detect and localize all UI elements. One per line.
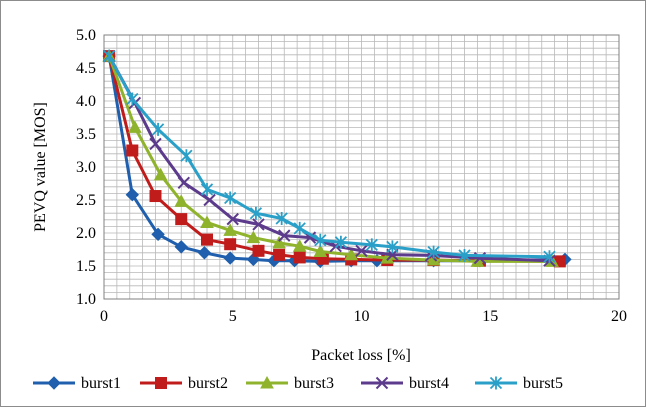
series-burst4 bbox=[102, 49, 556, 267]
data-point-burst4 bbox=[203, 193, 216, 207]
legend-item-burst2: burst2 bbox=[140, 375, 228, 392]
data-point-burst5 bbox=[126, 92, 139, 106]
data-point-burst2 bbox=[273, 248, 286, 261]
x-tick-label: 20 bbox=[611, 308, 627, 325]
legend-marker-burst5 bbox=[489, 376, 503, 390]
data-point-burst2 bbox=[252, 244, 265, 257]
legend-label: burst3 bbox=[294, 375, 334, 392]
data-point-burst1 bbox=[125, 188, 140, 202]
data-point-burst1 bbox=[151, 227, 165, 242]
data-point-burst5 bbox=[249, 206, 263, 220]
data-point-burst3 bbox=[128, 120, 142, 133]
x-tick-label: 5 bbox=[229, 308, 237, 325]
y-tick-label: 2.5 bbox=[76, 192, 96, 209]
legend-label: burst5 bbox=[523, 375, 563, 392]
legend-item-burst5: burst5 bbox=[475, 375, 563, 392]
data-point-burst4 bbox=[252, 218, 265, 231]
data-point-burst5 bbox=[224, 191, 237, 205]
y-tick-label: 4.5 bbox=[76, 60, 96, 77]
data-point-burst5 bbox=[427, 245, 440, 259]
series-group bbox=[102, 49, 572, 269]
legend-label: burst1 bbox=[81, 375, 121, 392]
data-point-burst5 bbox=[334, 235, 348, 249]
legend-item-burst3: burst3 bbox=[246, 375, 334, 392]
data-point-burst3 bbox=[272, 235, 286, 249]
plot-area-border bbox=[103, 34, 620, 300]
data-point-burst3 bbox=[200, 215, 214, 228]
data-point-burst3 bbox=[153, 167, 168, 181]
y-tick-label: 5.0 bbox=[76, 27, 96, 44]
data-point-burst5 bbox=[365, 238, 378, 252]
series-line-burst5 bbox=[107, 55, 550, 259]
data-point-burst5 bbox=[200, 182, 214, 196]
data-point-burst5 bbox=[458, 248, 471, 262]
x-tick-label: 10 bbox=[354, 308, 370, 325]
data-point-burst5 bbox=[386, 240, 399, 254]
data-point-burst1 bbox=[197, 246, 212, 260]
data-point-burst2 bbox=[175, 213, 188, 226]
y-tick-label: 4.0 bbox=[76, 93, 96, 110]
data-point-burst3 bbox=[174, 194, 189, 207]
series-burst5 bbox=[103, 49, 556, 264]
data-point-burst2 bbox=[293, 251, 306, 264]
data-point-burst3 bbox=[292, 239, 307, 252]
x-tick-label: 0 bbox=[100, 308, 108, 325]
data-point-burst5 bbox=[103, 49, 116, 63]
y-tick-label: 1.0 bbox=[76, 291, 96, 308]
x-tick-label: 15 bbox=[482, 308, 498, 325]
y-tick-label: 3.0 bbox=[76, 159, 96, 176]
grid bbox=[103, 34, 620, 300]
y-tick-label: 3.5 bbox=[76, 126, 96, 143]
legend-item-burst1: burst1 bbox=[33, 375, 121, 392]
y-axis-label: PEVQ value [MOS] bbox=[32, 102, 49, 232]
data-point-burst1 bbox=[223, 251, 237, 265]
data-point-burst5 bbox=[275, 211, 288, 225]
data-point-burst4 bbox=[226, 212, 239, 226]
legend-item-burst4: burst4 bbox=[361, 375, 449, 392]
data-point-burst4 bbox=[177, 176, 191, 190]
data-point-burst5 bbox=[314, 233, 327, 247]
data-point-burst3 bbox=[344, 247, 359, 261]
data-point-burst5 bbox=[180, 149, 193, 163]
data-point-burst1 bbox=[174, 240, 188, 254]
data-point-burst2 bbox=[201, 233, 213, 246]
data-point-burst5 bbox=[151, 122, 165, 136]
legend-label: burst2 bbox=[188, 375, 228, 392]
data-point-burst4 bbox=[278, 229, 291, 242]
data-point-burst2 bbox=[224, 238, 237, 251]
data-point-burst5 bbox=[293, 221, 306, 235]
legend-marker-burst1 bbox=[47, 376, 61, 390]
legend-marker-burst4 bbox=[375, 376, 389, 390]
data-point-burst5 bbox=[543, 250, 556, 264]
legend-label: burst4 bbox=[409, 375, 449, 392]
data-point-burst2 bbox=[149, 190, 162, 203]
data-point-burst4 bbox=[355, 244, 368, 258]
y-tick-label: 1.5 bbox=[76, 258, 96, 275]
data-point-burst3 bbox=[313, 244, 328, 257]
x-axis-label: Packet loss [%] bbox=[311, 347, 411, 364]
tick-labels: 1.0 1.5 2.0 2.5 3.0 3.5 4.0 4.5 5.0 0 5 10 15 20 bbox=[76, 27, 627, 325]
legend: burst1 burst2 burst3 burst4 burst5 bbox=[33, 375, 563, 392]
legend-marker-burst2 bbox=[155, 377, 167, 389]
legend-marker-burst3 bbox=[260, 375, 274, 389]
data-point-burst2 bbox=[126, 144, 139, 157]
data-point-burst3 bbox=[246, 230, 261, 244]
data-point-burst3 bbox=[426, 253, 441, 266]
data-point-burst4 bbox=[149, 137, 162, 151]
y-tick-label: 2.0 bbox=[76, 225, 96, 242]
data-point-burst3 bbox=[223, 223, 238, 236]
